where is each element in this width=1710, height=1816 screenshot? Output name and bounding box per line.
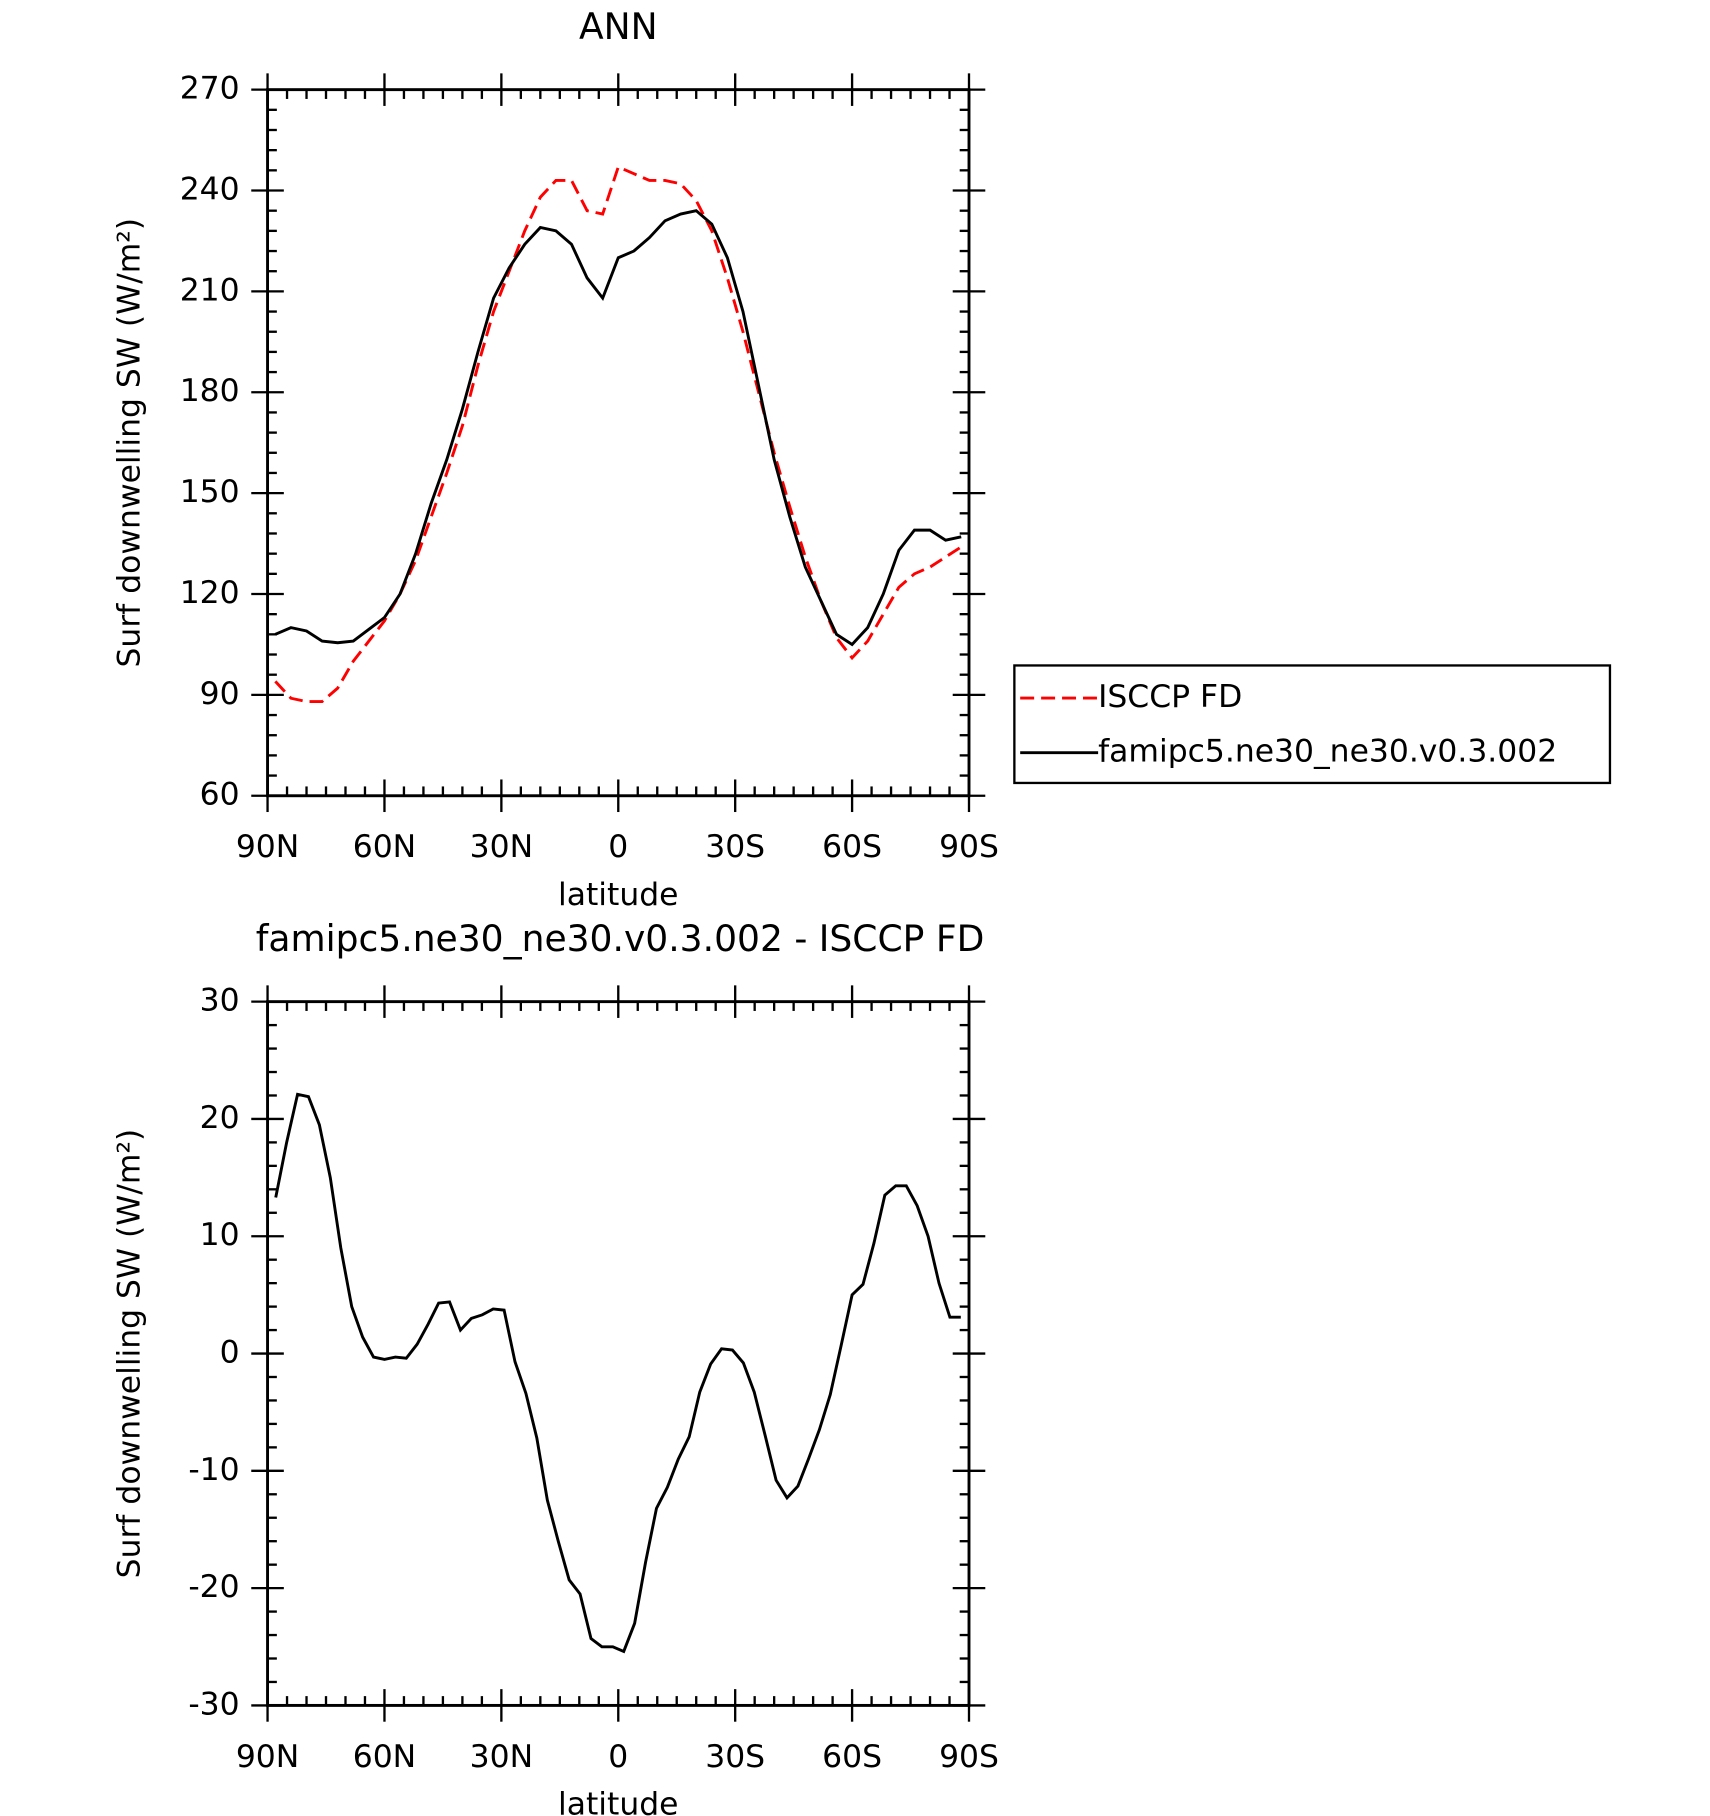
legend-label: ISCCP FD (1098, 679, 1242, 715)
series-line (274, 209, 962, 647)
y-tick-label: 20 (200, 1100, 240, 1136)
x-tick-label: 30N (470, 829, 533, 865)
x-axis-label: latitude (558, 877, 678, 913)
y-tick-label: -20 (188, 1569, 239, 1605)
x-tick-label: 90S (939, 1739, 999, 1775)
y-axis-label: Surf downwelling SW (W/m²) (111, 218, 147, 668)
x-tick-label: 30N (470, 1739, 533, 1775)
x-tick-label: 60N (353, 829, 416, 865)
y-tick-label: 0 (220, 1335, 240, 1371)
y-tick-label: -10 (188, 1452, 239, 1488)
legend-box (1013, 664, 1612, 785)
plot-frame (266, 1000, 971, 1707)
legend-label: famipc5.ne30_ne30.v0.3.002 (1098, 734, 1557, 770)
chart-title: famipc5.ne30_ne30.v0.3.002 - ISCCP FD (256, 918, 985, 960)
y-tick-label: 30 (200, 983, 240, 1019)
y-tick-label: 240 (180, 172, 240, 208)
y-tick-label: 210 (180, 272, 240, 308)
x-tick-label: 30S (705, 829, 765, 865)
y-tick-label: 180 (180, 373, 240, 409)
y-axis-label: Surf downwelling SW (W/m²) (111, 1129, 147, 1579)
plot-frame (266, 88, 971, 798)
y-tick-label: 60 (200, 777, 240, 813)
y-tick-label: 270 (180, 71, 240, 107)
x-tick-label: 60N (353, 1739, 416, 1775)
chart-title: ANN (579, 6, 658, 48)
y-tick-label: 90 (200, 676, 240, 712)
series-line (274, 1092, 961, 1654)
x-tick-label: 0 (608, 1739, 628, 1775)
y-tick-label: 120 (180, 575, 240, 611)
x-tick-label: 60S (822, 829, 882, 865)
y-tick-label: -30 (188, 1686, 239, 1722)
x-tick-label: 90N (236, 1739, 299, 1775)
y-tick-label: 10 (200, 1217, 240, 1253)
x-tick-label: 90S (939, 829, 999, 865)
x-tick-label: 0 (608, 829, 628, 865)
x-tick-label: 90N (236, 829, 299, 865)
x-axis-label: latitude (558, 1786, 678, 1816)
y-tick-label: 150 (180, 474, 240, 510)
x-tick-label: 60S (822, 1739, 882, 1775)
x-tick-label: 30S (705, 1739, 765, 1775)
